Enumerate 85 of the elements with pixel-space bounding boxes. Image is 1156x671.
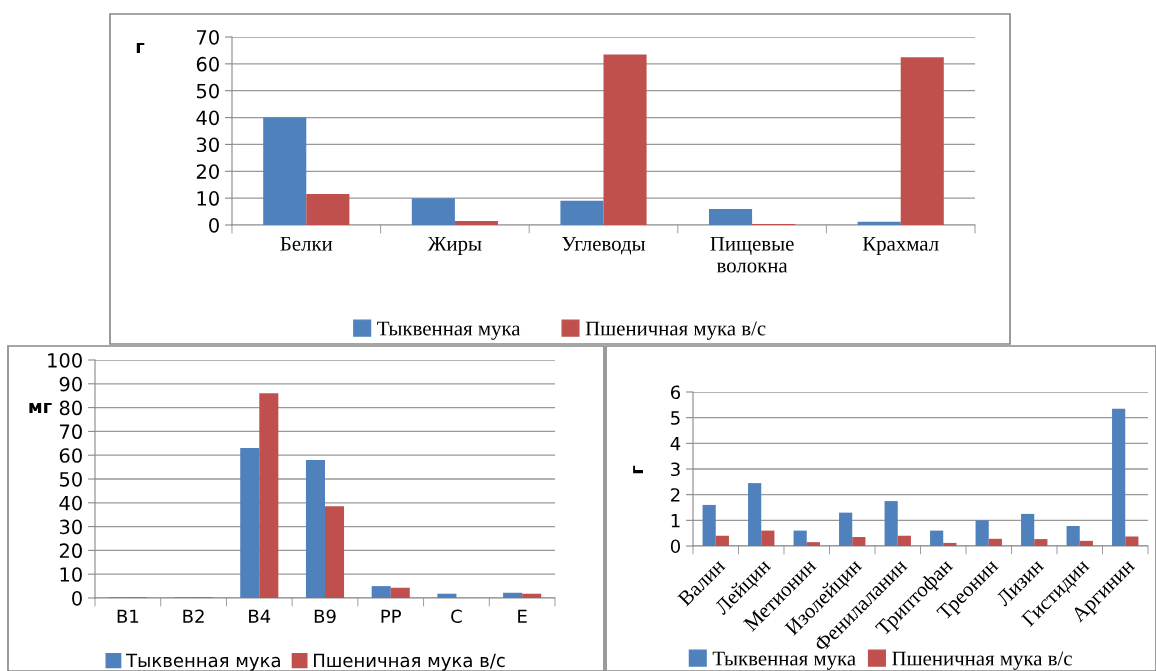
- y-tick-label: 3: [671, 462, 680, 477]
- x-tick-label: E: [518, 609, 527, 623]
- y-tick-label: 70: [60, 424, 82, 440]
- bar: [930, 530, 944, 546]
- bar: [793, 530, 807, 546]
- bar: [306, 194, 350, 225]
- bar: [715, 535, 729, 546]
- bar: [1125, 536, 1139, 546]
- x-tick-label: B4: [249, 609, 271, 623]
- bar: [1066, 525, 1080, 546]
- bar: [900, 57, 944, 225]
- y-axis-title: мг: [29, 403, 52, 413]
- bar: [325, 506, 345, 598]
- y-tick-label: 10: [60, 567, 82, 582]
- bar: [503, 592, 523, 598]
- y-tick-label: 100: [48, 352, 82, 368]
- legend-label: Пшеничная мука в/с: [892, 651, 1072, 670]
- y-tick-label: 40: [59, 495, 82, 511]
- bar: [1034, 539, 1048, 546]
- legend-label: Тыквенная мука: [712, 651, 856, 670]
- y-tick-label: 60: [59, 448, 82, 463]
- bar: [975, 520, 989, 546]
- bar: [1021, 513, 1035, 546]
- bar: [560, 200, 604, 225]
- x-tick-label: PP: [381, 609, 401, 623]
- bar: [240, 448, 260, 598]
- y-tick-label: 50: [196, 83, 219, 99]
- bar: [943, 542, 957, 546]
- bar: [988, 538, 1002, 546]
- bar: [259, 393, 279, 598]
- x-tick-label: Пищевые волокна: [710, 236, 794, 273]
- y-tick-label: 90: [59, 376, 82, 392]
- y-tick-label: 40: [196, 110, 219, 126]
- bar: [1079, 540, 1093, 546]
- x-tick-label: B9: [314, 609, 336, 624]
- bar: [702, 504, 716, 546]
- legend-label: Тыквенная мука: [377, 321, 521, 340]
- y-tick-label: 20: [196, 164, 219, 179]
- y-tick-label: 50: [59, 471, 82, 487]
- bar: [852, 537, 866, 546]
- x-tick-label: B1: [117, 609, 139, 623]
- y-tick-label: 0: [72, 590, 82, 606]
- y-tick-label: 0: [670, 539, 680, 554]
- bar: [371, 586, 391, 598]
- bar: [1112, 408, 1126, 546]
- y-tick-label: 0: [209, 217, 219, 233]
- y-tick-label: 60: [196, 56, 219, 72]
- legend-label: Пшеничная мука в/с: [314, 653, 505, 671]
- bar: [411, 198, 455, 225]
- y-tick-label: 80: [59, 400, 82, 416]
- y-tick-label: 30: [196, 137, 219, 153]
- legend-label: Тыквенная мука: [126, 653, 280, 671]
- y-axis-title: г: [633, 465, 643, 474]
- bar: [305, 459, 325, 598]
- y-tick-label: 70: [197, 29, 219, 45]
- x-tick-label: Жиры: [427, 236, 482, 255]
- y-tick-label: 10: [197, 191, 219, 206]
- bar: [437, 593, 457, 598]
- y-tick-label: 30: [59, 519, 82, 535]
- legend-label: Пшеничная мука в/с: [585, 321, 766, 340]
- x-tick-label: B2: [183, 609, 204, 623]
- x-tick-label: Белки: [280, 236, 333, 251]
- y-axis-title: г: [136, 43, 145, 53]
- y-tick-label: 2: [671, 488, 680, 502]
- x-tick-label: C: [451, 609, 462, 624]
- bar: [709, 208, 753, 225]
- bar: [839, 512, 853, 546]
- bar: [884, 501, 898, 546]
- bar: [390, 587, 410, 598]
- bar: [454, 220, 498, 225]
- bar: [857, 221, 901, 225]
- y-tick-label: 1: [671, 514, 680, 528]
- bar: [748, 483, 762, 546]
- bar: [761, 530, 775, 546]
- y-tick-label: 4: [670, 437, 681, 451]
- x-tick-label: Крахмал: [862, 236, 939, 255]
- bar: [806, 542, 820, 546]
- x-tick-label: Углеводы: [562, 236, 646, 255]
- bar: [897, 535, 911, 546]
- bar: [603, 54, 647, 225]
- bar: [522, 593, 542, 598]
- bar: [263, 117, 307, 225]
- y-tick-label: 5: [671, 411, 680, 425]
- y-tick-label: 20: [59, 543, 82, 559]
- y-tick-label: 6: [670, 385, 681, 400]
